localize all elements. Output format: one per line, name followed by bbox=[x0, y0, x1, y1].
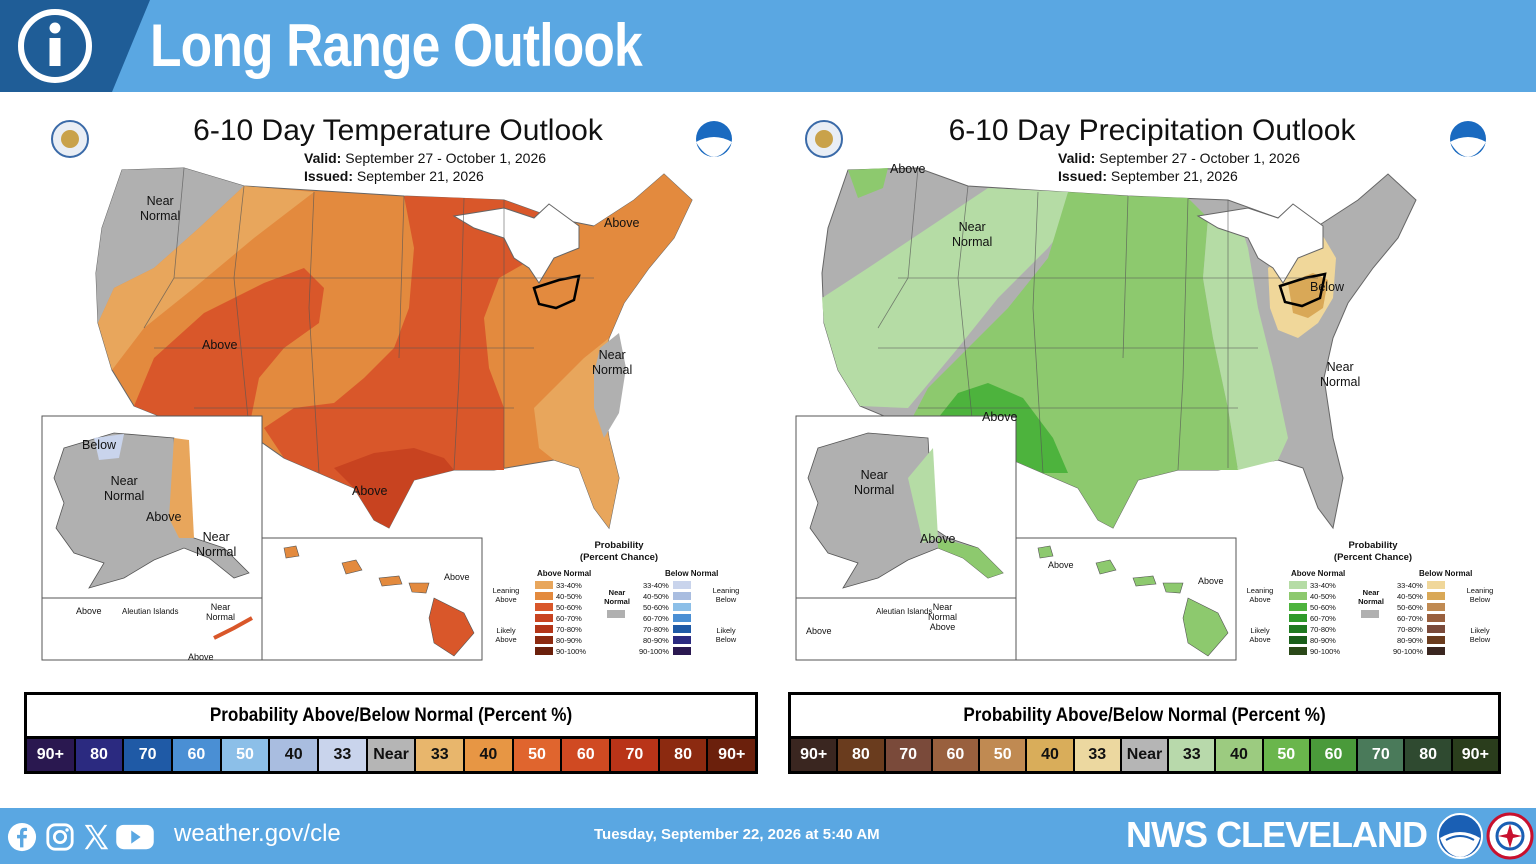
temp-label-aleut-islands: Aleutian Islands bbox=[122, 607, 179, 616]
temp-cell: 80 bbox=[75, 739, 125, 771]
temp-label-se: Near Normal bbox=[592, 348, 633, 377]
temp-cell: 40 bbox=[465, 739, 514, 771]
precip-cell: Near bbox=[1121, 739, 1170, 771]
temp-cell: 60 bbox=[173, 739, 222, 771]
temp-above-central bbox=[264, 196, 554, 528]
precipitation-map-title: 6-10 Day Precipitation Outlook bbox=[948, 114, 1356, 147]
temperature-map-panel: 6-10 Day Temperature Outlook Valid: Sept… bbox=[34, 108, 762, 668]
temp-label-ak-near: Near Normal bbox=[104, 474, 145, 503]
temp-cell: 50 bbox=[513, 739, 563, 771]
footer-banner: weather.gov/cle Tuesday, September 22, 2… bbox=[0, 808, 1536, 864]
precip-cell: 70 bbox=[1358, 739, 1406, 771]
youtube-icon[interactable] bbox=[114, 822, 156, 852]
precip-label-wa: Above bbox=[890, 162, 926, 176]
precip-issued: Issued: September 21, 2026 bbox=[1058, 168, 1238, 184]
temp-cell: 80 bbox=[659, 739, 709, 771]
temp-cell: 33 bbox=[416, 739, 466, 771]
temperature-probability-bar: Probability Above/Below Normal (Percent … bbox=[24, 692, 758, 774]
precip-label-oh: Below bbox=[1310, 280, 1345, 294]
office-name: NWS CLEVELAND bbox=[1126, 814, 1428, 855]
precip-cell: 40 bbox=[1027, 739, 1075, 771]
temp-cell: 90+ bbox=[27, 739, 76, 771]
precip-cell: 80 bbox=[838, 739, 886, 771]
legend-near-swatch bbox=[607, 610, 625, 618]
precip-probability-legend: Probability (Percent Chance) Above Normal… bbox=[1246, 540, 1494, 656]
precipitation-probability-bar: Probability Above/Below Normal (Percent … bbox=[788, 692, 1501, 774]
precip-label-aleut-above-w: Above bbox=[806, 626, 832, 636]
precip-cell: 50 bbox=[1263, 739, 1311, 771]
temp-label-ak-se: Near Normal bbox=[196, 530, 237, 559]
temp-label-tx: Above bbox=[352, 484, 388, 498]
temp-label-aleut-above2: Above bbox=[188, 652, 214, 662]
temp-cell: Near bbox=[367, 739, 417, 771]
precipitation-map bbox=[795, 120, 1486, 661]
precip-cell: 60 bbox=[932, 739, 981, 771]
temp-above-west bbox=[134, 268, 324, 430]
temp-cell: 60 bbox=[562, 739, 612, 771]
precip-bar-cells: 90+ 80 70 60 50 40 33 Near 33 40 50 60 70 80 90+ bbox=[791, 736, 1498, 771]
precipitation-map-panel: 6-10 Day Precipitation Outlook Valid: Se… bbox=[788, 108, 1516, 668]
header-banner: Long Range Outlook bbox=[0, 0, 1536, 92]
website-link[interactable]: weather.gov/cle bbox=[174, 820, 341, 847]
precip-cell: 33 bbox=[1074, 739, 1122, 771]
temp-label-nw: Near Normal bbox=[140, 194, 181, 223]
temperature-map bbox=[41, 120, 732, 661]
facebook-icon[interactable] bbox=[6, 822, 38, 852]
temp-probability-legend: Probability (Percent Chance) Above Normal… bbox=[492, 540, 740, 656]
precip-cell: 90+ bbox=[1452, 739, 1498, 771]
temp-cell: 33 bbox=[319, 739, 368, 771]
temp-label-sw: Above bbox=[202, 338, 238, 352]
precip-label-ak-near: Near Normal bbox=[854, 468, 895, 497]
temp-cell: 70 bbox=[124, 739, 174, 771]
temp-label-hi: Above bbox=[444, 572, 470, 582]
precip-cell: 50 bbox=[980, 739, 1028, 771]
temp-label-ne: Above bbox=[604, 216, 640, 230]
page-title: Long Range Outlook bbox=[150, 12, 643, 79]
temp-label-aleut-near: Near Normal bbox=[206, 602, 236, 622]
precip-bar-title: Probability Above/Below Normal (Percent … bbox=[963, 705, 1326, 726]
temp-near-nw bbox=[96, 168, 244, 323]
temp-bar-cells: 90+ 80 70 60 50 40 33 Near 33 40 50 60 70 80 90+ bbox=[27, 736, 756, 771]
temp-cell: 40 bbox=[270, 739, 320, 771]
precip-cell: 80 bbox=[1405, 739, 1453, 771]
temp-valid: Valid: September 27 - October 1, 2026 bbox=[304, 150, 547, 166]
instagram-icon[interactable] bbox=[44, 822, 76, 852]
precip-cell: 33 bbox=[1169, 739, 1217, 771]
precip-label-nw: Near Normal bbox=[952, 220, 993, 249]
timestamp: Tuesday, September 22, 2026 at 5:40 AM bbox=[594, 826, 880, 843]
temp-bar-title: Probability Above/Below Normal (Percent … bbox=[209, 705, 573, 726]
temp-label-ak-below: Below bbox=[82, 438, 117, 452]
x-icon[interactable] bbox=[80, 822, 112, 852]
precip-label-aleut-islands: Aleutian Islands bbox=[876, 607, 933, 616]
temp-label-aleut-above: Above bbox=[76, 606, 102, 616]
info-icon bbox=[0, 0, 150, 92]
noaa-logo-icon bbox=[1437, 813, 1483, 859]
precip-label-e: Near Normal bbox=[1320, 360, 1361, 389]
temp-issued: Issued: September 21, 2026 bbox=[304, 168, 484, 184]
precip-label-sw: Above bbox=[982, 410, 1018, 424]
precip-cell: 40 bbox=[1216, 739, 1264, 771]
great-lakes bbox=[1196, 203, 1324, 284]
temp-cell: 70 bbox=[611, 739, 660, 771]
precip-label-hi-w: Above bbox=[1048, 560, 1074, 570]
temp-label-ak-above: Above bbox=[146, 510, 182, 524]
nws-logo-icon bbox=[1486, 812, 1534, 860]
precip-cell: 60 bbox=[1310, 739, 1359, 771]
precip-cell: 90+ bbox=[791, 739, 839, 771]
ohio-outline bbox=[532, 274, 581, 310]
temp-cell: 50 bbox=[221, 739, 271, 771]
temp-cell: 90+ bbox=[708, 739, 756, 771]
temperature-map-title: 6-10 Day Temperature Outlook bbox=[193, 114, 603, 147]
precip-valid: Valid: September 27 - October 1, 2026 bbox=[1058, 150, 1301, 166]
precip-label-aleut-near: Near Normal Above bbox=[928, 602, 958, 632]
precip-cell: 70 bbox=[885, 739, 933, 771]
precip-label-hi-e: Above bbox=[1198, 576, 1224, 586]
precip-label-ak-above: Above bbox=[920, 532, 956, 546]
temp-near-se bbox=[594, 333, 626, 438]
